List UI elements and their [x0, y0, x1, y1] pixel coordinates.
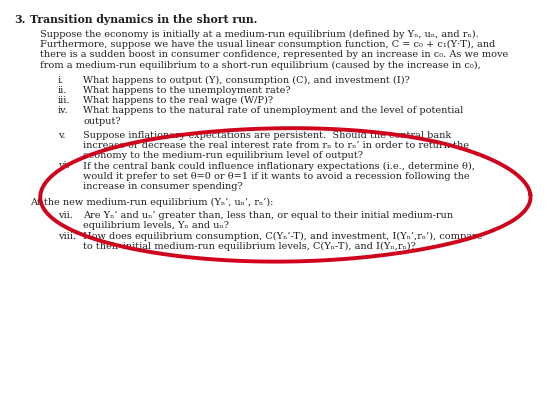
- Text: If the central bank could influence inflationary expectations (i.e., determine θ: If the central bank could influence infl…: [83, 162, 475, 171]
- Text: viii.: viii.: [58, 231, 76, 241]
- Text: increase in consumer spending?: increase in consumer spending?: [83, 182, 243, 191]
- Text: Suppose the economy is initially at a medium-run equilibrium (defined by Yₙ, uₙ,: Suppose the economy is initially at a me…: [40, 30, 479, 39]
- Text: equilibrium levels, Yₙ and uₙ?: equilibrium levels, Yₙ and uₙ?: [83, 222, 229, 230]
- Text: What happens to the unemployment rate?: What happens to the unemployment rate?: [83, 86, 291, 95]
- Text: from a medium-run equilibrium to a short-run equilibrium (caused by the increase: from a medium-run equilibrium to a short…: [40, 61, 481, 70]
- Text: output?: output?: [83, 117, 121, 125]
- Text: would it prefer to set θ=0 or θ=1 if it wants to avoid a recession following the: would it prefer to set θ=0 or θ=1 if it …: [83, 172, 470, 181]
- Text: Are Yₙ’ and uₙ’ greater than, less than, or equal to their initial medium-run: Are Yₙ’ and uₙ’ greater than, less than,…: [83, 211, 453, 220]
- Text: increase or decrease the real interest rate from rₙ to rₙ’ in order to return th: increase or decrease the real interest r…: [83, 141, 469, 150]
- Text: to their initial medium-run equilibrium levels, C(Yₙ-T), and I(Yₙ,rₙ)?: to their initial medium-run equilibrium …: [83, 242, 416, 251]
- Text: 3.: 3.: [14, 14, 25, 25]
- Text: i.: i.: [58, 76, 64, 85]
- Text: vii.: vii.: [58, 211, 73, 220]
- Text: v.: v.: [58, 131, 65, 140]
- Text: At the new medium-run equilibrium (Yₙ’, uₙ’, rₙ’):: At the new medium-run equilibrium (Yₙ’, …: [30, 198, 273, 207]
- Text: iii.: iii.: [58, 96, 70, 105]
- Text: vi.: vi.: [58, 162, 70, 170]
- Text: ii.: ii.: [58, 86, 68, 95]
- Text: Furthermore, suppose we have the usual linear consumption function, C = c₀ + c₁(: Furthermore, suppose we have the usual l…: [40, 40, 495, 49]
- Text: How does equilibrium consumption, C(Yₙ’-T), and investment, I(Yₙ’,rₙ’), compare: How does equilibrium consumption, C(Yₙ’-…: [83, 231, 483, 241]
- Text: What happens to output (Y), consumption (C), and investment (I)?: What happens to output (Y), consumption …: [83, 76, 410, 85]
- Text: iv.: iv.: [58, 106, 69, 116]
- Text: What happens to the natural rate of unemployment and the level of potential: What happens to the natural rate of unem…: [83, 106, 463, 116]
- Text: economy to the medium-run equilibrium level of output?: economy to the medium-run equilibrium le…: [83, 151, 363, 160]
- Text: Transition dynamics in the short run.: Transition dynamics in the short run.: [30, 14, 258, 25]
- Text: What happens to the real wage (W/P)?: What happens to the real wage (W/P)?: [83, 96, 273, 105]
- Text: Suppose inflationary expectations are persistent.  Should the central bank: Suppose inflationary expectations are pe…: [83, 131, 452, 140]
- Text: there is a sudden boost in consumer confidence, represented by an increase in c₀: there is a sudden boost in consumer conf…: [40, 50, 508, 60]
